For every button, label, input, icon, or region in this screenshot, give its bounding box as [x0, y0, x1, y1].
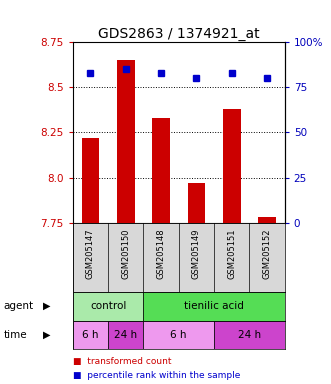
Text: 24 h: 24 h: [114, 330, 137, 340]
Text: 6 h: 6 h: [170, 330, 187, 340]
Bar: [117, 60, 135, 223]
Text: GSM205147: GSM205147: [86, 228, 95, 279]
Text: ■  percentile rank within the sample: ■ percentile rank within the sample: [73, 371, 240, 379]
Text: GSM205152: GSM205152: [262, 228, 271, 279]
Text: 24 h: 24 h: [238, 330, 261, 340]
Bar: [108, 321, 143, 349]
Text: GSM205150: GSM205150: [121, 228, 130, 279]
Title: GDS2863 / 1374921_at: GDS2863 / 1374921_at: [98, 27, 260, 41]
Text: time: time: [3, 330, 27, 340]
Bar: [143, 292, 285, 321]
Text: 6 h: 6 h: [82, 330, 99, 340]
Text: GSM205149: GSM205149: [192, 228, 201, 279]
Text: agent: agent: [3, 301, 33, 311]
Bar: [152, 118, 170, 223]
Text: ■  transformed count: ■ transformed count: [73, 357, 171, 366]
Bar: [73, 292, 143, 321]
Text: ▶: ▶: [43, 330, 50, 340]
Bar: [188, 183, 205, 223]
Bar: [73, 321, 108, 349]
Text: GSM205148: GSM205148: [157, 228, 166, 279]
Bar: [143, 321, 214, 349]
Bar: [223, 109, 241, 223]
Bar: [258, 217, 276, 223]
Bar: [82, 138, 99, 223]
Text: control: control: [90, 301, 126, 311]
Bar: [214, 321, 285, 349]
Text: ▶: ▶: [43, 301, 50, 311]
Text: tienilic acid: tienilic acid: [184, 301, 244, 311]
Text: GSM205151: GSM205151: [227, 228, 236, 279]
